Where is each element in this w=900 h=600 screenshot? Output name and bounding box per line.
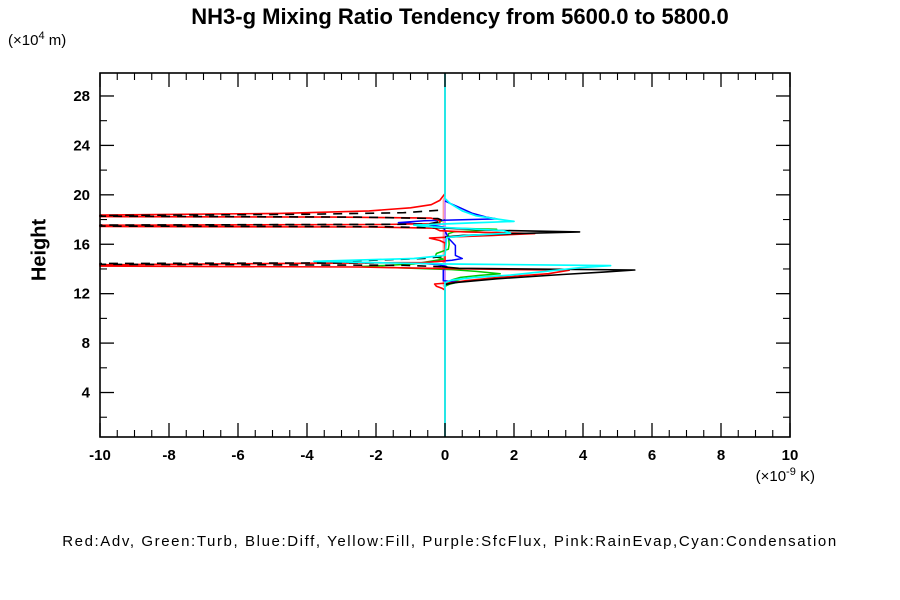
x-tick-label: -6 — [231, 447, 244, 464]
x-tick-label: -10 — [89, 447, 111, 464]
y-tick-label: 16 — [73, 236, 90, 253]
x-tick-label: -4 — [300, 447, 314, 464]
legend-caption: Red:Adv, Green:Turb, Blue:Diff, Yellow:F… — [62, 533, 838, 550]
x-tick-label: -8 — [162, 447, 175, 464]
y-tick-label: 24 — [73, 137, 90, 154]
x-tick-label: 0 — [441, 447, 449, 464]
page-title: NH3-g Mixing Ratio Tendency from 5600.0 … — [191, 4, 729, 29]
y-tick-label: 12 — [73, 286, 90, 303]
y-tick-label: 28 — [73, 88, 90, 105]
y-tick-label: 20 — [73, 187, 90, 204]
x-tick-label: 4 — [579, 447, 588, 464]
series-black — [99, 255, 442, 268]
x-tick-label: 10 — [782, 447, 799, 464]
x-tick-label: -2 — [369, 447, 382, 464]
series-Condensation — [313, 73, 612, 437]
x-tick-label: 8 — [717, 447, 725, 464]
x-tick-label: 6 — [648, 447, 656, 464]
x-tick-label: 2 — [510, 447, 518, 464]
series-black — [441, 265, 636, 286]
y-tick-label: 4 — [82, 385, 91, 402]
x-axis-unit: (×10-9 K) — [755, 466, 815, 485]
y-tick-label: 8 — [82, 335, 90, 352]
series-Adv — [99, 73, 571, 437]
y-axis-unit: (×104 m) — [8, 30, 67, 49]
